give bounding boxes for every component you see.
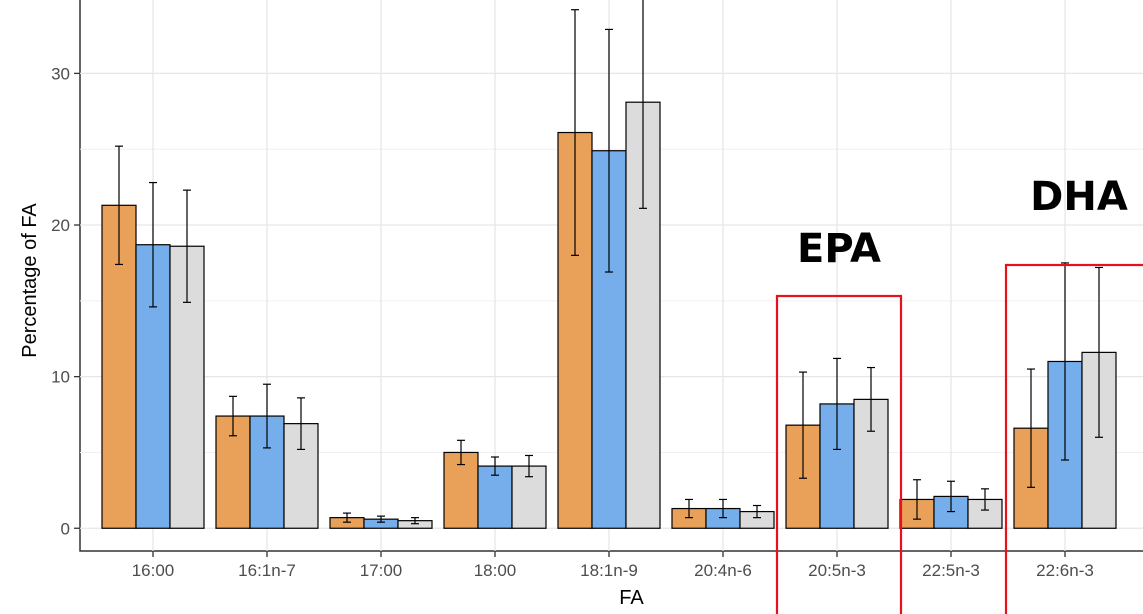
annotation-label: EPA (797, 226, 881, 272)
error-bar (1027, 368, 1035, 488)
error-bar (229, 395, 237, 437)
y-axis: 0 10 20 30 (51, 64, 80, 538)
x-tick-label: 20:5n-3 (808, 561, 866, 580)
bar (625, 101, 661, 529)
x-tick-label: 18:00 (474, 561, 517, 580)
error-bar (377, 515, 385, 523)
y-tick-label: 0 (61, 519, 70, 538)
error-bar (833, 357, 841, 451)
error-bar (457, 439, 465, 466)
error-bar (571, 9, 579, 256)
error-bar (947, 480, 955, 513)
error-bars (115, 0, 1103, 525)
error-bar (913, 479, 921, 520)
error-bar (491, 456, 499, 476)
error-bar (799, 371, 807, 479)
y-tick-label: 20 (51, 216, 70, 235)
error-bar (639, 0, 647, 209)
x-tick-label: 22:6n-3 (1036, 561, 1094, 580)
error-bar (719, 498, 727, 519)
x-tick-label: 22:5n-3 (922, 561, 980, 580)
y-axis-title: Percentage of FA (19, 203, 41, 358)
error-bar (343, 512, 351, 523)
error-bar (1061, 262, 1069, 461)
error-bar (605, 28, 613, 273)
error-bar (297, 397, 305, 451)
error-bar (149, 181, 157, 308)
error-bar (867, 366, 875, 432)
error-bar (753, 504, 761, 519)
annotation-label: DHA (1030, 174, 1128, 220)
error-bar (1095, 266, 1103, 438)
error-bar (525, 454, 533, 478)
x-tick-label: 16:00 (132, 561, 175, 580)
error-bar (411, 517, 419, 525)
highlight-box (775, 294, 903, 614)
error-bar (685, 498, 693, 519)
error-bar (115, 145, 123, 266)
x-tick-label: 16:1n-7 (238, 561, 296, 580)
x-tick-label: 17:00 (360, 561, 403, 580)
error-bar (981, 488, 989, 511)
bar (477, 465, 513, 529)
bar (591, 150, 627, 529)
x-axis-title: FA (619, 587, 644, 609)
x-tick-label: 18:1n-9 (580, 561, 638, 580)
x-tick-label: 20:4n-6 (694, 561, 752, 580)
y-tick-label: 10 (51, 368, 70, 387)
y-tick-label: 30 (51, 64, 70, 83)
error-bar (263, 383, 271, 449)
annotations: EPA DHA (775, 174, 1143, 614)
error-bar (183, 189, 191, 303)
highlight-box (1004, 263, 1143, 614)
x-axis: 16:00 16:1n-7 17:00 18:00 18:1n-9 20:4n-6 20:5… (132, 551, 1094, 580)
